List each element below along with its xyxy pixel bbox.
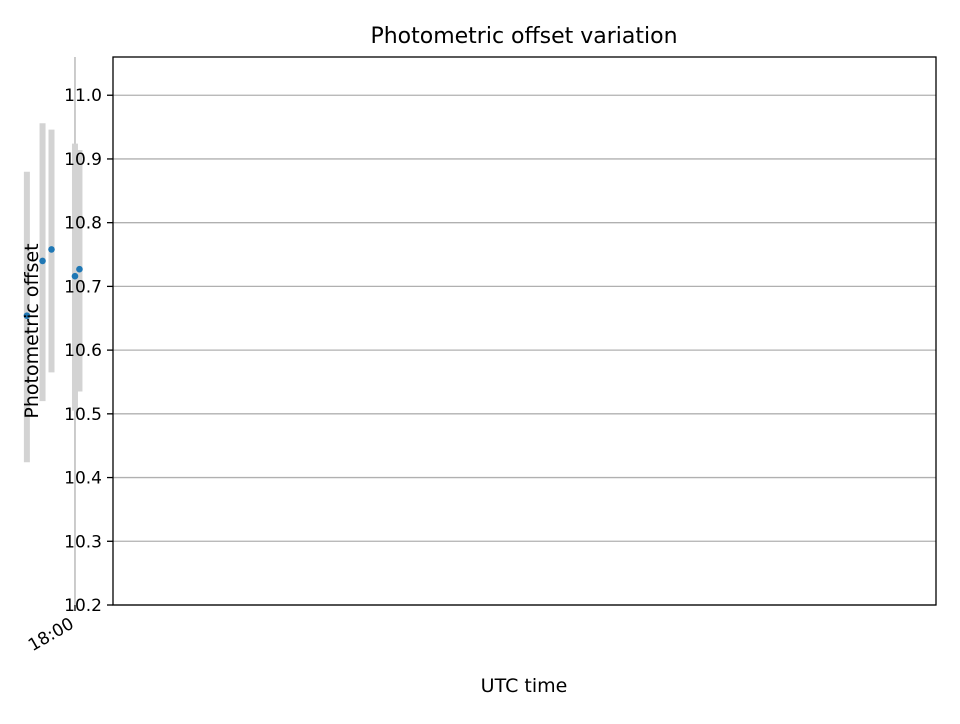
y-tick-label: 10.4 <box>64 469 102 489</box>
data-points <box>23 246 83 320</box>
x-axis-ticks: 18:0020:0022:0000:0002:0004:00 <box>25 605 77 656</box>
y-tick-label: 10.2 <box>64 596 102 616</box>
y-tick-label: 10.7 <box>64 277 102 297</box>
y-tick-label: 10.8 <box>64 214 102 234</box>
chart-title: Photometric offset variation <box>370 24 677 49</box>
y-tick-label: 11.0 <box>64 86 102 106</box>
grid-lines <box>74 57 936 606</box>
y-axis-label: Photometric offset <box>21 243 43 418</box>
y-tick-label: 10.5 <box>64 405 102 425</box>
plot-area-frame <box>112 56 937 606</box>
data-point <box>23 312 31 320</box>
data-point <box>76 265 83 273</box>
x-tick-label: 18:00 <box>25 614 77 656</box>
data-point <box>71 272 79 280</box>
data-point <box>48 246 55 253</box>
data-point <box>39 257 46 265</box>
y-tick-label: 10.3 <box>64 532 102 552</box>
y-axis-ticks: 10.2 10.3 10.4 10.5 10.6 10.7 10.8 10.9 11.0 <box>64 86 113 616</box>
y-tick-label: 10.9 <box>64 150 102 170</box>
y-tick-label: 10.6 <box>64 341 102 361</box>
x-axis-label: UTC time <box>481 675 568 697</box>
